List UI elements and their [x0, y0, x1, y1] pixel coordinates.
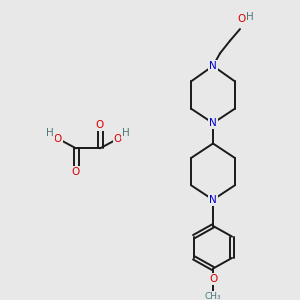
Text: H: H	[246, 13, 254, 22]
Text: O: O	[96, 120, 104, 130]
Text: N: N	[209, 195, 217, 205]
Text: O: O	[209, 274, 217, 284]
Text: N: N	[209, 61, 217, 71]
Text: CH₃: CH₃	[205, 292, 221, 300]
Text: O: O	[114, 134, 122, 144]
Text: N: N	[209, 118, 217, 128]
Text: O: O	[72, 167, 80, 177]
Text: O: O	[238, 14, 246, 24]
Text: O: O	[54, 134, 62, 144]
Text: H: H	[46, 128, 54, 138]
Text: H: H	[122, 128, 130, 138]
